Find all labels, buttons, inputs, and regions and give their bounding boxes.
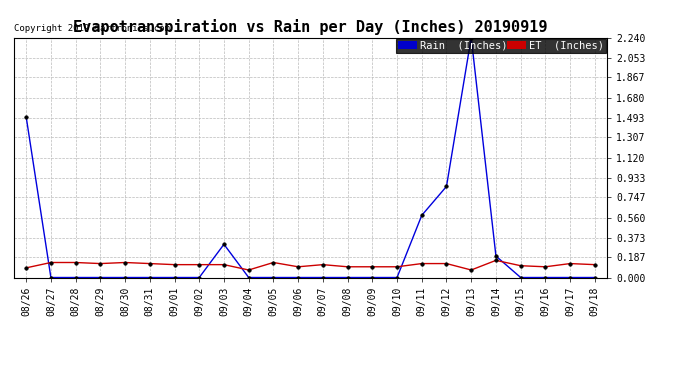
Title: Evapotranspiration vs Rain per Day (Inches) 20190919: Evapotranspiration vs Rain per Day (Inch… xyxy=(73,19,548,35)
Text: Copyright 2019 Cartronics.com: Copyright 2019 Cartronics.com xyxy=(14,24,170,33)
Legend: Rain  (Inches), ET  (Inches): Rain (Inches), ET (Inches) xyxy=(396,39,606,53)
